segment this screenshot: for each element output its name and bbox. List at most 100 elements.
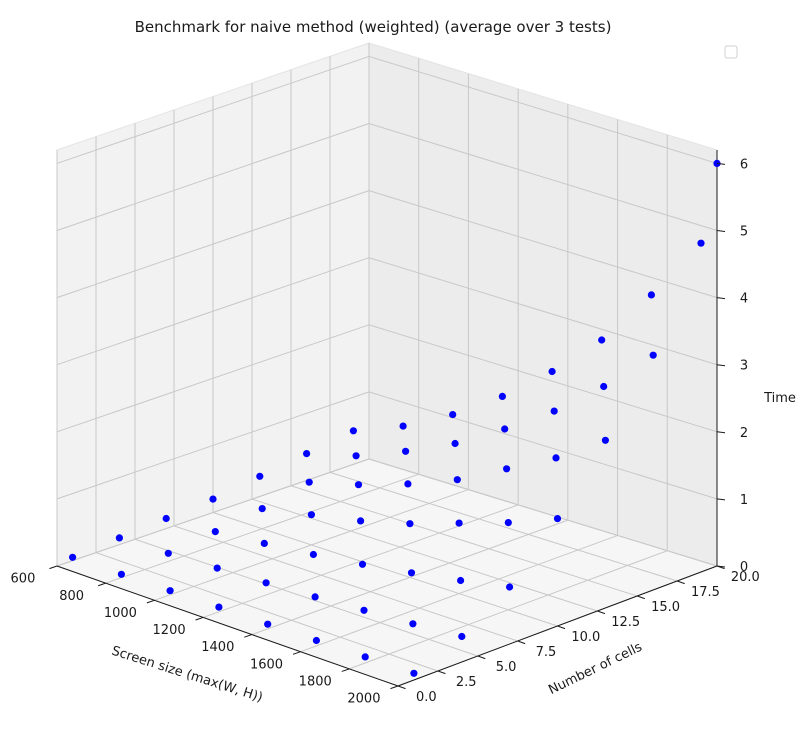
scatter-point [361, 653, 369, 661]
y-axis-label: Number of cells [546, 640, 645, 698]
scatter-point [260, 539, 268, 548]
scatter-point [550, 407, 558, 415]
x-tick-label: 1000 [104, 606, 137, 621]
grid-line-y-floor [173, 525, 518, 642]
scatter-point [117, 570, 125, 578]
x-tick [390, 685, 399, 690]
scatter-point [166, 587, 174, 595]
x-axis-line [56, 565, 399, 687]
y-tick-label: 5.0 [496, 660, 517, 675]
grid-line-z-back [368, 257, 718, 366]
y-tick [517, 640, 526, 645]
scatter-point [213, 564, 221, 572]
z-tick [716, 162, 726, 165]
grid-line-y-floor [95, 552, 439, 672]
scatter-point [215, 603, 223, 611]
scatter-point [553, 515, 562, 523]
x-tick [244, 634, 253, 638]
x-tick-label: 2000 [347, 692, 380, 707]
scatter-point [503, 465, 511, 473]
scatter-point [498, 392, 506, 400]
grid-line-y-floor [134, 538, 478, 657]
scatter-point [69, 553, 77, 561]
z-tick-label: 6 [740, 157, 748, 172]
grid-line-z-left [56, 257, 370, 366]
scatter-point [354, 481, 363, 489]
scatter-point [504, 519, 512, 527]
scatter-point [307, 511, 315, 519]
x-tick-label: 1400 [201, 640, 234, 655]
scatter-point [649, 351, 657, 359]
x-tick [292, 651, 301, 655]
grid-line-z-back [368, 391, 718, 500]
scatter-point [600, 382, 608, 391]
scatter-point [713, 159, 721, 167]
scatter-point [357, 517, 365, 525]
scatter-point [303, 450, 311, 458]
scatter-point [598, 336, 606, 344]
tick-labels: 600 800 1000 1200 1400 1600 1800 2000 0.0 2.5 5.0 7… [11, 157, 760, 706]
y-tick [637, 595, 645, 600]
scatter-point [358, 560, 367, 568]
z-tick-label: 4 [740, 292, 748, 307]
grid-line-z-left [56, 190, 370, 299]
scatter-point [162, 514, 170, 523]
scatter-point [264, 620, 272, 628]
scatter-point [305, 478, 313, 486]
grid-line-y-floor [212, 512, 558, 627]
scatter-point [449, 411, 457, 419]
y-tick-label: 0.0 [416, 690, 437, 705]
x-tick [341, 668, 350, 672]
scatter-point [457, 576, 465, 585]
scatter-point [407, 569, 416, 577]
y-tick-label: 17.5 [691, 585, 720, 600]
scatter-point [115, 534, 123, 542]
grid-line-z-left [56, 458, 370, 567]
scatter-point [410, 669, 418, 677]
x-axis-label: Screen size (max(W, H)) [110, 644, 265, 706]
z-tick [716, 498, 726, 501]
x-tick [49, 565, 58, 570]
x-tick-label: 1600 [250, 657, 283, 672]
y-tick [557, 625, 566, 630]
z-tick-label: 5 [740, 225, 748, 240]
grid-line-z-left [56, 123, 370, 231]
y-tick-label: 20.0 [731, 570, 760, 585]
z-tick-label: 1 [740, 493, 748, 508]
z-tick [716, 297, 726, 300]
z-tick [716, 230, 726, 233]
scatter-point [601, 436, 610, 444]
chart-title: Benchmark for naive method (weighted) (a… [135, 18, 612, 36]
grid-line-z-left [56, 324, 370, 433]
y-tick-label: 12.5 [611, 615, 640, 630]
grid-line-z-left [56, 391, 370, 500]
scatter-point [404, 480, 412, 488]
scatter-point [697, 239, 705, 247]
legend-box [724, 45, 738, 59]
y-tick [397, 685, 406, 690]
y-tick [437, 670, 446, 675]
scatter-point [647, 291, 656, 299]
scatter-point [311, 593, 319, 601]
scatter-point [352, 452, 360, 460]
y-tick-label: 2.5 [456, 675, 477, 690]
grid-line-z-back [368, 55, 718, 164]
z-tick-label: 0 [740, 560, 748, 575]
scatter-point [256, 472, 264, 480]
z-tick-label: 3 [740, 359, 748, 374]
z-tick [716, 565, 726, 568]
grid-line-y-floor [290, 485, 638, 597]
scatter-point [458, 632, 466, 641]
scatter-point [209, 495, 217, 503]
z-tick-label: 2 [740, 426, 748, 441]
scatter-point [451, 439, 459, 448]
scatter-point [552, 454, 560, 462]
x-tick [146, 599, 155, 604]
scatter-point [258, 505, 266, 513]
scatter-point [455, 519, 463, 527]
scatter-point [506, 583, 514, 591]
grid-line-z-back [368, 458, 718, 567]
scatter-point [312, 636, 320, 645]
x-tick-label: 1800 [299, 675, 332, 690]
